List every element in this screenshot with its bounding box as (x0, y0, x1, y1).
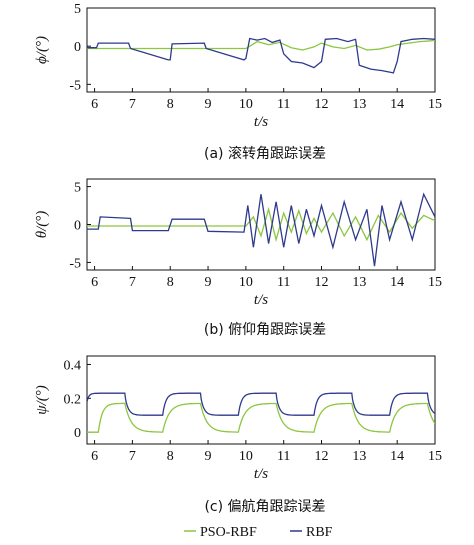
caption-b: (b) 俯仰角跟踪误差 (204, 322, 326, 338)
plot-frame (86, 178, 436, 271)
y-axis-label: ϕ/(°) (34, 36, 50, 64)
y-tick-label: 0 (74, 40, 81, 55)
x-tick-label: 8 (167, 97, 174, 112)
x-tick-label: 8 (167, 275, 174, 290)
y-tick-label: 0.2 (64, 392, 82, 407)
x-axis-label: t/s (254, 114, 268, 130)
y-axis-label: ψ/(°) (34, 385, 50, 414)
x-tick-label: 8 (167, 449, 174, 464)
series-pso-rbf-line (87, 39, 435, 51)
x-axis-label: t/s (254, 466, 268, 482)
x-tick-label: 11 (277, 449, 290, 464)
x-tick-label: 11 (277, 97, 290, 112)
x-tick-label: 15 (428, 97, 442, 112)
x-tick-label: 11 (277, 275, 290, 290)
x-tick-label: 7 (129, 97, 136, 112)
x-tick-label: 12 (315, 449, 329, 464)
x-tick-label: 7 (129, 275, 136, 290)
caption-a: (a) 滚转角跟踪误差 (204, 145, 326, 162)
y-tick-label: 0 (74, 219, 81, 234)
x-tick-label: 9 (205, 97, 212, 112)
caption-c: (c) 偏航角跟踪误差 (204, 499, 325, 515)
series-rbf-line (87, 37, 435, 74)
x-tick-label: 13 (352, 97, 366, 112)
panel-roll-error: 6 7 8 9 10 11 12 13 14 15 -5 0 5 t/s ϕ/(°) (34, 2, 442, 130)
x-tick-label: 10 (239, 449, 253, 464)
y-tick-label: -5 (69, 78, 81, 93)
x-tick-label: 10 (239, 275, 253, 290)
y-tick-label: 0 (74, 426, 81, 441)
x-tick-label: 14 (390, 275, 404, 290)
x-tick-label: 12 (315, 275, 329, 290)
legend-rbf-label: RBF (306, 525, 333, 540)
x-tick-label: 7 (129, 449, 136, 464)
x-tick-label: 12 (315, 97, 329, 112)
panel-yaw-error: 6 7 8 9 10 11 12 13 14 15 0 0.2 0.4 t/s ψ/(°) (34, 355, 442, 482)
x-tick-label: 13 (352, 275, 366, 290)
x-tick-label: 14 (390, 449, 404, 464)
plot-frame (86, 7, 436, 93)
series-pso-rbf-line (87, 206, 435, 243)
x-tick-label: 15 (428, 275, 442, 290)
y-tick-label: 5 (74, 2, 81, 17)
x-tick-label: 10 (239, 97, 253, 112)
y-tick-label: 5 (74, 181, 81, 196)
plot-frame (86, 355, 436, 445)
x-tick-label: 6 (91, 449, 98, 464)
series-rbf-line (87, 192, 435, 267)
x-axis-label: t/s (254, 292, 268, 308)
y-tick-label: 0.4 (64, 358, 82, 373)
series-pso-rbf-line (87, 402, 435, 433)
x-tick-label: 13 (352, 449, 366, 464)
panel-pitch-error: 6 7 8 9 10 11 12 13 14 15 -5 0 5 t/s θ/(°) (34, 178, 442, 308)
x-tick-label: 6 (91, 97, 98, 112)
x-tick-label: 9 (205, 449, 212, 464)
legend-pso-rbf-label: PSO-RBF (200, 525, 257, 540)
x-tick-label: 14 (390, 97, 404, 112)
y-tick-label: -5 (69, 256, 81, 271)
x-tick-label: 9 (205, 275, 212, 290)
x-tick-label: 6 (91, 275, 98, 290)
y-axis-label: θ/(°) (34, 211, 50, 239)
legend: PSO-RBF RBF (184, 525, 333, 540)
series-rbf-line (87, 392, 435, 416)
x-tick-label: 15 (428, 449, 442, 464)
